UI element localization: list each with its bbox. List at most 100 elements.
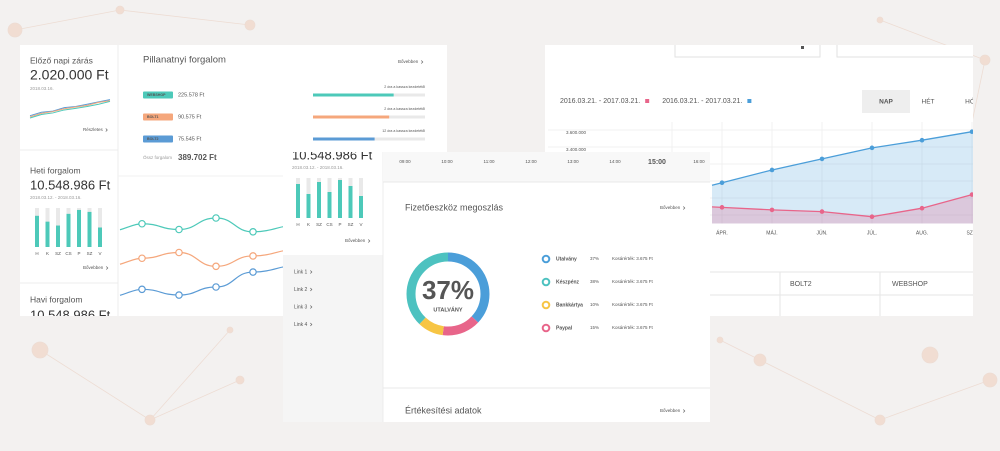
legend-value: 15%: [590, 325, 599, 330]
day-label: SZ: [55, 251, 61, 256]
legend-note: Kosárérték: 3.675 Ft: [612, 256, 654, 261]
time-label[interactable]: 11:00: [484, 159, 495, 164]
day-label: V: [98, 251, 101, 256]
tab-button[interactable]: [862, 90, 910, 113]
row-amount: 75.545 Ft: [178, 136, 202, 142]
bar: [306, 194, 311, 218]
time-label[interactable]: 09:00: [399, 159, 411, 164]
trend-point: [138, 254, 146, 263]
point: [819, 209, 825, 214]
more-link[interactable]: Link 4: [294, 322, 308, 328]
tab-label[interactable]: NAP: [879, 99, 893, 106]
weekly-title: Heti forgalom: [30, 165, 81, 175]
day-label: P: [77, 251, 80, 256]
weekly-amount: 10.548.986 Ft: [30, 177, 111, 192]
more-link[interactable]: Bővebben: [660, 205, 681, 210]
legend-name: Bankkártya: [556, 302, 583, 308]
legend-value: 37%: [590, 256, 599, 261]
point: [719, 205, 725, 210]
row-amount: 225.578 Ft: [178, 92, 205, 98]
area: [712, 194, 973, 224]
y-tick-label: 3.600.000: [566, 130, 587, 135]
more-link[interactable]: Részletes: [83, 127, 104, 132]
legend-marker: [541, 300, 551, 310]
x-tick-label: SZE.: [966, 230, 977, 236]
row-note: 2 óra a kassza kezdetétől: [384, 107, 425, 111]
monthly-amount: 10.548.986 Ft: [30, 307, 111, 322]
trend-point: [175, 225, 183, 234]
donut-value: 37%: [422, 275, 474, 305]
bar: [317, 182, 321, 218]
dropdown[interactable]: [836, 40, 977, 58]
bar: [66, 213, 71, 247]
trend-point: [175, 291, 183, 299]
mini-line: [29, 100, 111, 119]
tab-label[interactable]: HÉT: [922, 97, 935, 106]
timeline-bar: [383, 152, 710, 182]
more-link[interactable]: Link 2: [294, 287, 308, 293]
donut-segment: [406, 252, 490, 336]
more-link[interactable]: Bővebben: [345, 238, 366, 243]
table-header: BOLT2: [790, 281, 812, 288]
day-label: K: [307, 222, 310, 227]
dropdown[interactable]: [674, 40, 821, 58]
trend-point: [212, 283, 220, 291]
point: [869, 214, 875, 219]
mini-line: [29, 99, 111, 117]
badge-label: BOLT2: [147, 137, 159, 141]
chevron-icon: [421, 60, 424, 64]
point: [819, 156, 825, 162]
more-link[interactable]: Link 3: [294, 304, 308, 310]
badge-label: BOLT1: [147, 115, 159, 119]
time-label[interactable]: 15:00: [648, 159, 666, 166]
legend-swatch: [747, 99, 752, 103]
tab-label[interactable]: HÓ: [965, 97, 975, 106]
trend-point: [212, 214, 220, 222]
day-label: SZ: [348, 222, 354, 227]
progress-bar: [313, 115, 390, 119]
day-label: CS: [326, 222, 332, 227]
x-tick-label: ÁPR.: [716, 229, 728, 236]
badge-label: WEBSHOP: [147, 93, 166, 97]
weekly-date: 2018.03.12. - 2018.03.16.: [30, 195, 82, 200]
chevron-icon: [310, 305, 313, 309]
badge: [143, 91, 173, 99]
more-link[interactable]: Link 1: [294, 269, 308, 275]
weekly-amount: 10.548.986 Ft: [292, 147, 373, 162]
x-tick-label: JÚL.: [867, 229, 877, 236]
more-link[interactable]: Bővebben: [660, 408, 681, 413]
more-link[interactable]: Bővebben: [83, 265, 104, 270]
legend-value: 38%: [590, 279, 599, 284]
middle-panel: 10.548.986 Ft 2018.03.12. - 2018.03.16. …: [283, 147, 710, 422]
time-label[interactable]: 10:00: [441, 159, 453, 164]
live-total-label: Össz forgalom: [143, 154, 172, 160]
row-amount: 90.575 Ft: [178, 114, 202, 120]
legend-value: 10%: [590, 302, 599, 307]
time-label[interactable]: 16:00: [693, 159, 705, 164]
sales-title: Értékesítési adatok: [405, 405, 482, 415]
point: [919, 205, 925, 211]
time-label[interactable]: 14:00: [609, 159, 621, 164]
time-label[interactable]: 13:00: [567, 159, 579, 164]
point: [969, 129, 973, 134]
live-title: Pillanatnyi forgalom: [143, 55, 226, 66]
legend-note: Kosárérték: 3.675 Ft: [612, 279, 654, 284]
row-note: 2 óra a kassza kezdetétől: [384, 85, 425, 89]
chevron-icon: [683, 206, 686, 210]
mini-line: [29, 100, 111, 118]
day-label: SZ: [316, 222, 322, 227]
trend-point: [249, 268, 257, 276]
weekly-date: 2018.03.12. - 2018.03.16.: [292, 165, 344, 170]
day-label: P: [338, 222, 341, 227]
live-total: 389.702 Ft: [178, 153, 217, 162]
legend-label: 2016.03.21. - 2017.03.21.: [560, 98, 640, 105]
progress-bar: [313, 137, 375, 141]
more-link[interactable]: Bővebben: [398, 59, 419, 64]
bar: [35, 215, 39, 247]
chevron-icon: [310, 270, 313, 274]
legend-swatch: [645, 99, 650, 103]
chevron-icon: [683, 409, 686, 413]
point: [919, 137, 925, 143]
time-label[interactable]: 12:00: [525, 159, 537, 164]
